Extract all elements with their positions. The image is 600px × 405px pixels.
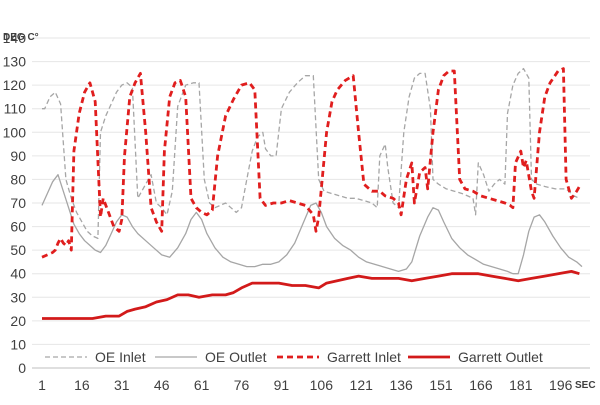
y-tick-label: 100 bbox=[3, 124, 27, 140]
y-tick-label: 80 bbox=[10, 171, 26, 187]
y-tick-label: 110 bbox=[4, 101, 27, 117]
y-tick-label: 30 bbox=[10, 289, 26, 305]
legend-label-3: Garrett Inlet bbox=[327, 349, 401, 365]
series-lines bbox=[41, 67, 583, 320]
legend-label-2: OE Outlet bbox=[205, 349, 267, 365]
y-tick-label: 120 bbox=[3, 77, 27, 93]
series-line-3 bbox=[41, 67, 581, 259]
y-tick-label: 140 bbox=[3, 30, 27, 46]
x-tick-label: 31 bbox=[114, 377, 130, 393]
x-axis-unit-label: SEC bbox=[575, 380, 596, 391]
x-axis-ticks: 1 16 31 46 61 76 91 106 121 136 151 166 181 196 bbox=[38, 377, 573, 393]
x-tick-label: 151 bbox=[429, 377, 453, 393]
series-line-1 bbox=[42, 67, 580, 240]
series-line-4 bbox=[42, 270, 580, 320]
y-tick-label: 130 bbox=[3, 54, 27, 70]
y-tick-label: 0 bbox=[18, 360, 26, 376]
y-tick-label: 50 bbox=[10, 242, 26, 258]
legend-label-1: OE Inlet bbox=[95, 349, 146, 365]
x-tick-label: 106 bbox=[310, 377, 334, 393]
x-tick-label: 61 bbox=[194, 377, 210, 393]
y-tick-label: 70 bbox=[10, 195, 26, 211]
y-tick-label: 10 bbox=[10, 336, 26, 352]
x-tick-label: 136 bbox=[389, 377, 413, 393]
x-tick-label: 181 bbox=[509, 377, 533, 393]
x-tick-label: 76 bbox=[234, 377, 250, 393]
y-tick-label: 20 bbox=[10, 313, 26, 329]
y-axis-ticks: 0 10 20 30 40 50 60 70 80 90 100 110 120 130 140 bbox=[3, 30, 27, 376]
x-tick-label: 1 bbox=[38, 377, 46, 393]
y-tick-label: 60 bbox=[10, 219, 26, 235]
x-tick-label: 166 bbox=[469, 377, 493, 393]
y-tick-label: 40 bbox=[10, 266, 26, 282]
x-tick-label: 46 bbox=[154, 377, 170, 393]
x-tick-label: 91 bbox=[274, 377, 290, 393]
y-tick-label: 90 bbox=[10, 148, 26, 164]
legend: OE Inlet OE Outlet Garrett Inlet Garrett Ou… bbox=[45, 349, 543, 365]
x-tick-label: 121 bbox=[350, 377, 374, 393]
x-tick-label: 196 bbox=[549, 377, 573, 393]
x-tick-label: 16 bbox=[74, 377, 90, 393]
y-axis-unit-label: DEG C° bbox=[3, 32, 39, 43]
series-line-2 bbox=[41, 174, 583, 275]
gridlines bbox=[32, 37, 590, 369]
legend-label-4: Garrett Outlet bbox=[458, 349, 543, 365]
